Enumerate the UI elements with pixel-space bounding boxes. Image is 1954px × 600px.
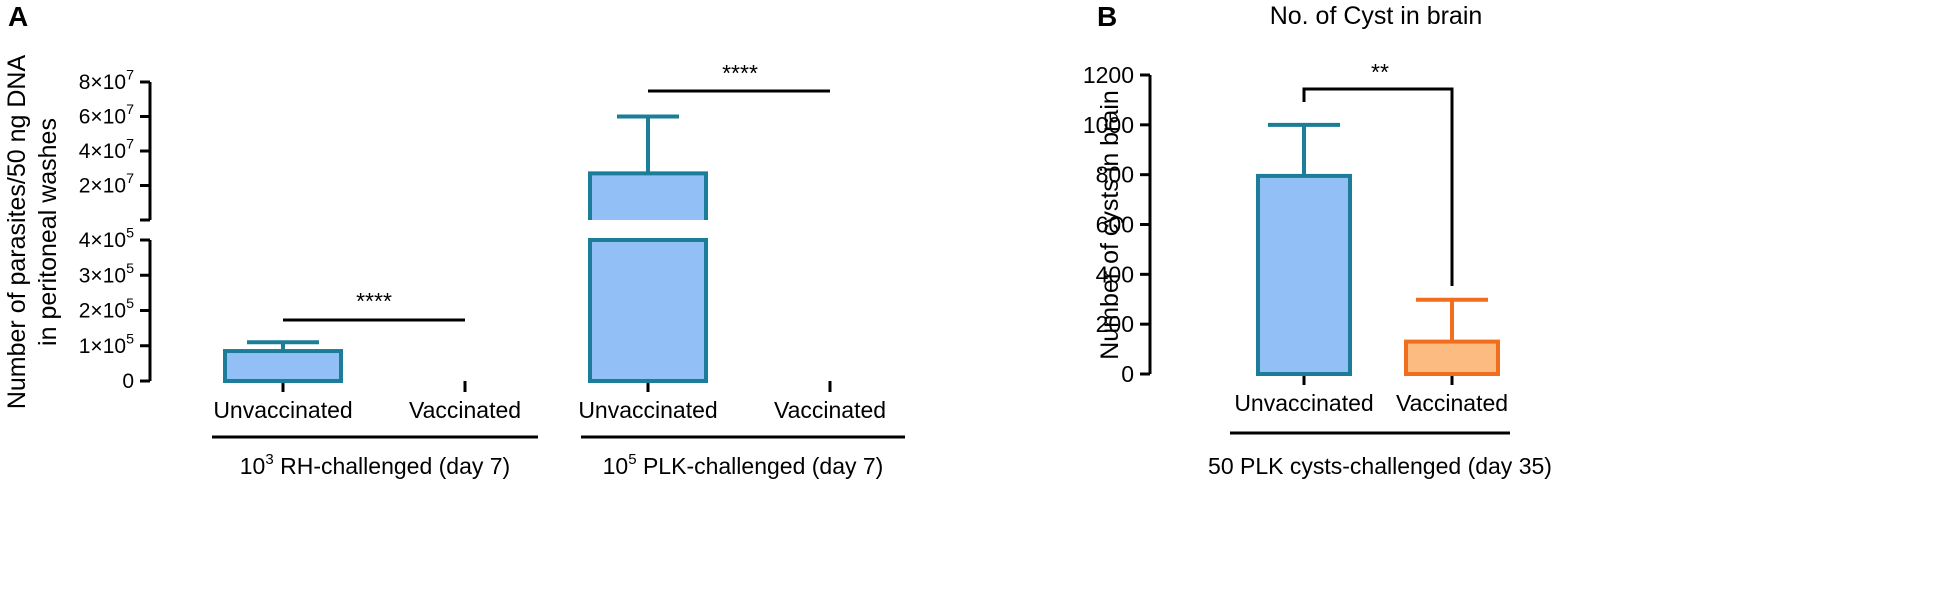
chart-title-b: No. of Cyst in brain: [1270, 2, 1483, 30]
bar-b: [1256, 173, 1352, 376]
x-tick-label-a: Unvaccinated: [213, 397, 352, 423]
y-tick-label-b: 400: [1096, 261, 1134, 287]
y-tick-label-b: 1000: [1083, 112, 1134, 138]
bar-a-upper-segment: [588, 171, 708, 220]
group-label-a: 105 PLK-challenged (day 7): [603, 451, 884, 479]
group-label-b: 50 PLK cysts-challenged (day 35): [1208, 453, 1552, 479]
bar-a: [223, 349, 343, 384]
y-axis-title-a-line2: in peritoneal washes: [34, 118, 62, 346]
x-tick-label-a: Unvaccinated: [578, 397, 717, 423]
y-tick-label-a: 0: [122, 370, 134, 393]
panel-label-a: A: [8, 1, 28, 32]
y-tick-label-a: 6×107: [79, 102, 134, 128]
bar-b: [1404, 339, 1500, 377]
y-tick-label-a: 2×105: [79, 296, 134, 322]
significance-label-a: ****: [722, 60, 758, 86]
group-label-a: 103 RH-challenged (day 7): [240, 451, 510, 479]
y-axis-title-b: Number of cysts in brain: [1096, 90, 1124, 360]
x-tick-label-a: Vaccinated: [409, 397, 521, 423]
bar-a-lower-segment: [588, 238, 708, 383]
y-tick-label-a: 1×105: [79, 331, 134, 357]
y-tick-label-a: 4×107: [79, 137, 134, 163]
y-tick-label-b: 200: [1096, 311, 1134, 337]
significance-bracket-b: [1302, 87, 1454, 286]
y-tick-label-b: 800: [1096, 162, 1134, 188]
panel-label-b: B: [1097, 1, 1117, 32]
y-tick-label-b: 600: [1096, 212, 1134, 238]
y-tick-label-a: 3×105: [79, 261, 134, 287]
x-tick-label-b: Unvaccinated: [1234, 390, 1373, 416]
y-tick-label-b: 1200: [1083, 62, 1134, 88]
x-tick-label-a: Vaccinated: [774, 397, 886, 423]
significance-label-b: **: [1371, 59, 1389, 85]
significance-label-a: ****: [356, 288, 392, 314]
y-axis-title-a: Number of parasites/50 ng DNA: [3, 55, 31, 410]
y-tick-label-a: 8×107: [79, 68, 134, 94]
y-tick-label-a: 2×107: [79, 171, 134, 197]
y-tick-label-b: 0: [1121, 361, 1134, 387]
y-tick-label-a: 4×105: [79, 226, 134, 252]
x-tick-label-b: Vaccinated: [1396, 390, 1508, 416]
